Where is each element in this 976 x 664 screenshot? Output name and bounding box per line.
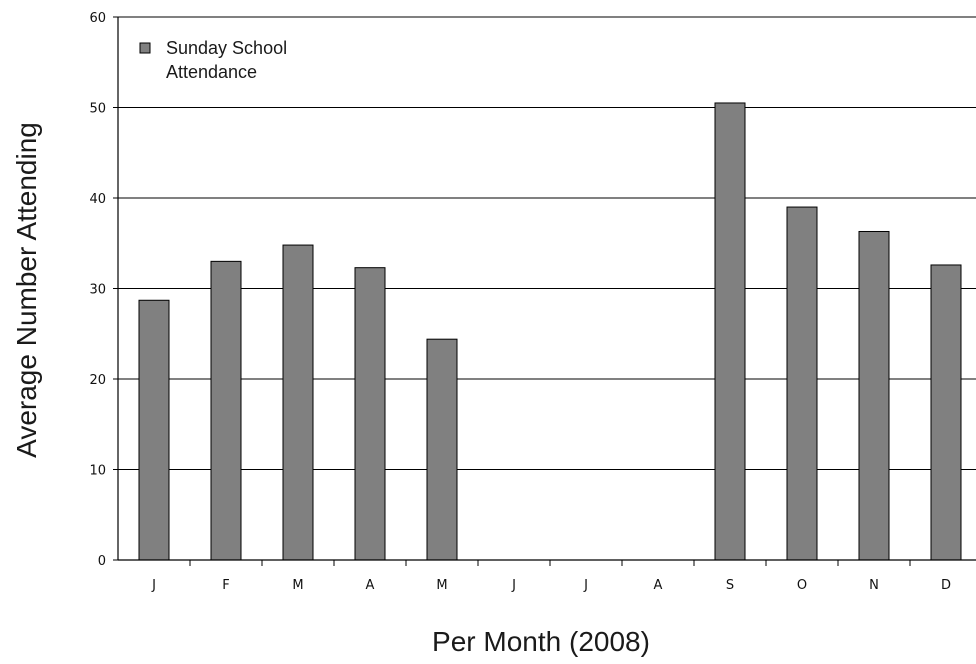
x-tick-label: J bbox=[151, 578, 156, 593]
x-tick-label: F bbox=[222, 578, 229, 593]
bar bbox=[138, 299, 170, 561]
legend-swatch bbox=[139, 42, 151, 54]
x-tick-label: A bbox=[366, 578, 375, 593]
y-tick-label: 50 bbox=[89, 102, 106, 117]
y-tick-label: 60 bbox=[89, 11, 106, 26]
bar bbox=[786, 206, 818, 561]
bars bbox=[138, 102, 962, 561]
bar bbox=[354, 267, 386, 561]
x-tick-label: J bbox=[583, 578, 588, 593]
x-tick-label: O bbox=[797, 578, 807, 593]
legend: Sunday School Attendance bbox=[139, 38, 287, 82]
bar bbox=[282, 244, 314, 561]
y-axis-title: Average Number Attending bbox=[11, 122, 42, 458]
bar bbox=[930, 264, 962, 561]
y-tick-labels: 0 10 20 30 40 50 60 bbox=[89, 11, 106, 569]
bar bbox=[858, 230, 890, 561]
gridlines bbox=[113, 16, 976, 561]
x-tick-label: N bbox=[869, 578, 879, 593]
x-tick-label: J bbox=[511, 578, 516, 593]
y-tick-label: 10 bbox=[89, 464, 106, 479]
x-tick-label: S bbox=[726, 578, 734, 593]
bar bbox=[714, 102, 746, 561]
legend-line-2: Attendance bbox=[166, 62, 257, 82]
y-tick-label: 30 bbox=[89, 283, 106, 298]
y-tick-label: 40 bbox=[89, 192, 106, 207]
bar bbox=[426, 338, 458, 561]
x-tick-label: M bbox=[436, 578, 447, 593]
y-tick-label: 20 bbox=[89, 373, 106, 388]
x-axis-title: Per Month (2008) bbox=[432, 626, 650, 657]
y-tick-label: 0 bbox=[98, 554, 106, 569]
x-tick-label: A bbox=[654, 578, 663, 593]
x-tick-label: D bbox=[941, 578, 951, 593]
axes bbox=[117, 17, 976, 566]
legend-line-1: Sunday School bbox=[166, 38, 287, 58]
bar bbox=[210, 260, 242, 561]
x-tick-label: M bbox=[292, 578, 303, 593]
